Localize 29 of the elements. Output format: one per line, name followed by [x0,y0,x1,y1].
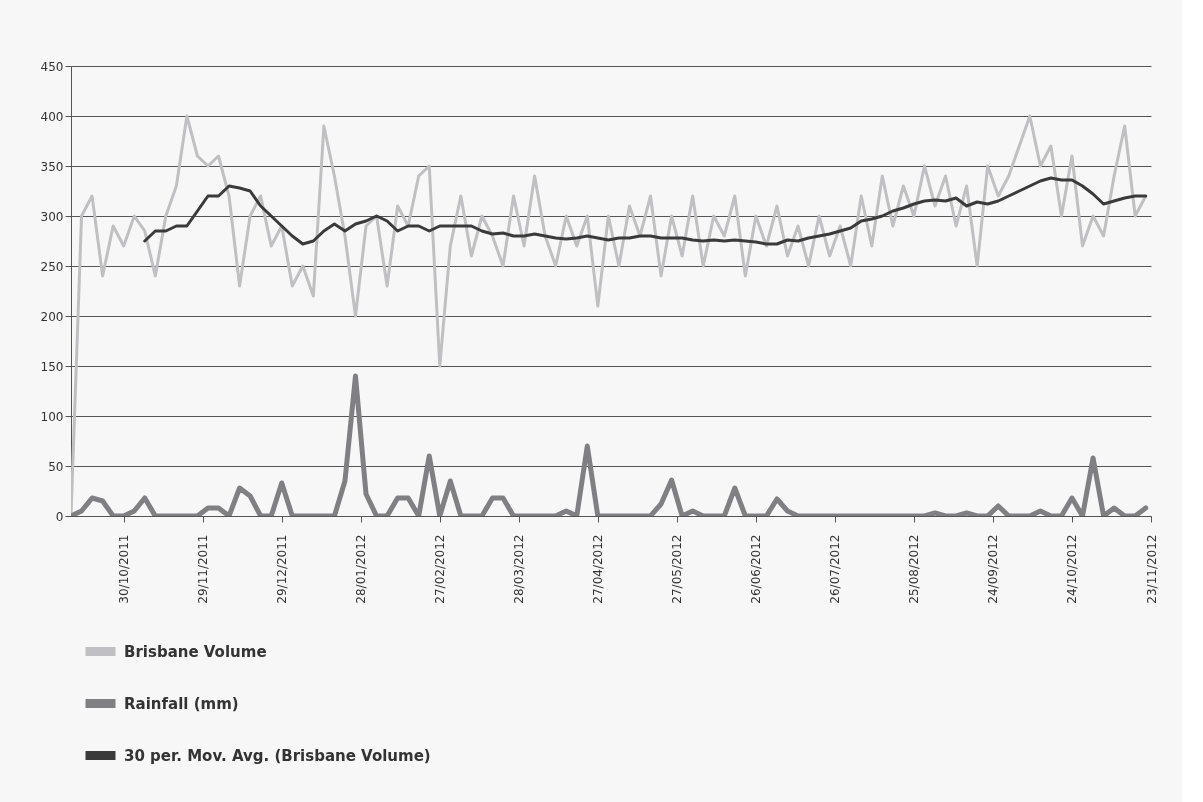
x-tick-label: 27/04/2012 [591,534,606,604]
x-tick-label: 29/12/2011 [275,534,290,604]
x-tick-label: 26/07/2012 [828,534,843,604]
x-tick-label: 27/02/2012 [433,534,448,604]
legend-label: 30 per. Mov. Avg. (Brisbane Volume) [124,746,431,765]
y-tick-label: 0 [55,509,64,524]
x-tick-label: 24/10/2012 [1065,534,1080,604]
y-tick-label: 450 [40,59,64,74]
y-tick-label: 250 [40,259,64,274]
y-tick-label: 200 [40,309,64,324]
y-tick-label: 50 [48,459,64,474]
y-tick-label: 400 [40,109,64,124]
x-tick-label: 23/11/2012 [1144,534,1159,604]
x-tick-label: 25/08/2012 [907,534,922,604]
legend-label: Rainfall (mm) [124,694,239,713]
legend-label: Brisbane Volume [124,642,267,661]
x-tick-label: 29/11/2011 [196,534,211,604]
x-tick-label: 26/06/2012 [749,534,764,604]
y-tick-label: 100 [40,409,64,424]
x-tick-label: 28/03/2012 [512,534,527,604]
y-tick-label: 300 [40,209,64,224]
line-series [143,176,1148,246]
y-tick-label: 150 [40,359,64,374]
line-series [71,114,1148,516]
x-tick-label: 28/01/2012 [354,534,369,604]
x-tick-label: 27/05/2012 [670,534,685,604]
x-tick-label: 30/10/2011 [117,534,132,604]
y-tick-label: 350 [40,159,64,174]
x-tick-label: 24/09/2012 [986,534,1001,604]
